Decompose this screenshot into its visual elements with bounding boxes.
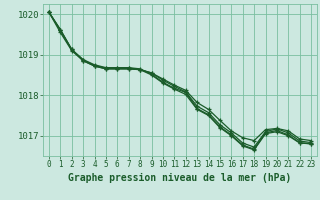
X-axis label: Graphe pression niveau de la mer (hPa): Graphe pression niveau de la mer (hPa) bbox=[68, 173, 292, 183]
